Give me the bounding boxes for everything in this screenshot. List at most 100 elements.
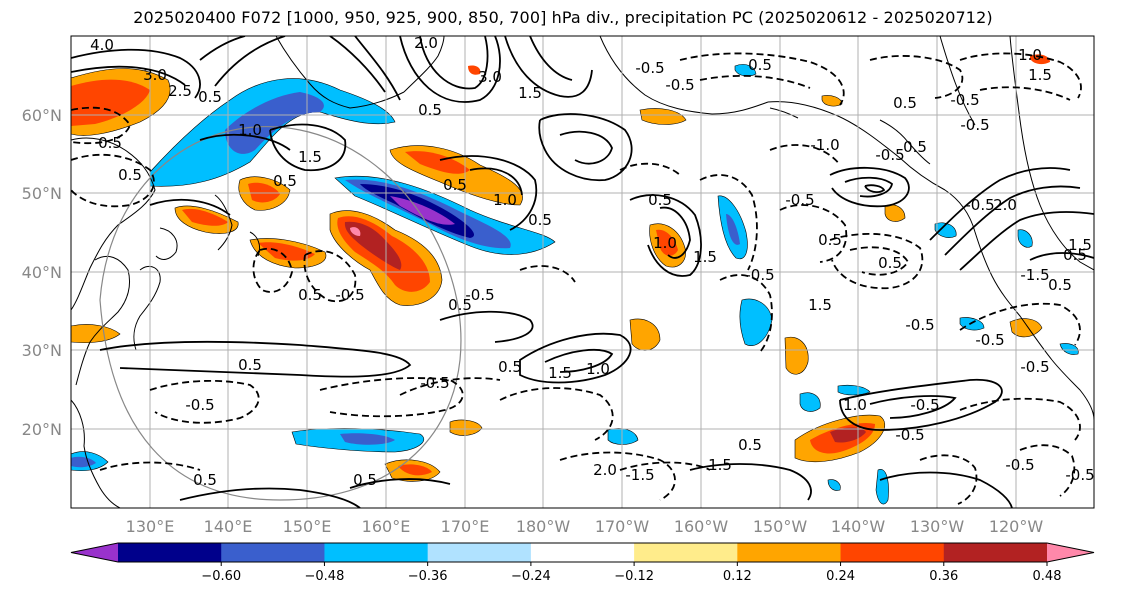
longitude-label: 160°W [674,517,729,536]
contour-label: -1.0 [810,136,839,154]
contour-label: -0.5 [905,316,934,334]
contour-label: 0.5 [893,94,917,112]
colorbar-tick-label: 0.48 [1033,569,1062,584]
svg-text:-0.5: -0.5 [875,146,904,164]
latitude-labels: 60°N 50°N 40°N 30°N 20°N [22,106,62,439]
colorbar-outline [70,542,1095,563]
colorbar-tick-label: −0.48 [305,569,345,584]
longitude-label: 150°E [283,517,332,536]
svg-text:1.5: 1.5 [1028,66,1052,84]
contour-label: -0.5 [960,116,989,134]
contour-label: -0.5 [745,266,774,284]
svg-text:1.0: 1.0 [1018,46,1042,64]
contour-label: -0.5 [965,196,994,214]
svg-text:0.5: 0.5 [448,296,472,314]
colorbar-segment [840,543,945,562]
longitude-label: 180°W [516,517,571,536]
svg-text:-0.5: -0.5 [745,266,774,284]
svg-text:0.5: 0.5 [498,358,522,376]
svg-text:-0.5: -0.5 [965,196,994,214]
contour-label: -0.5 [875,146,904,164]
contour-label: 2.5 [168,82,192,100]
svg-text:0.5: 0.5 [818,231,842,249]
svg-text:0.5: 0.5 [528,211,552,229]
colorbar [70,542,1095,563]
svg-text:-1.5: -1.5 [625,466,654,484]
contour-label: 0.5 [418,101,442,119]
latitude-label: 30°N [22,341,62,360]
svg-text:3.0: 3.0 [143,66,167,84]
contour-label: -0.5 [950,91,979,109]
contour-label: 0.5 [818,231,842,249]
longitude-label: 120°W [989,517,1044,536]
svg-text:0.5: 0.5 [903,138,927,156]
svg-text:-1.5: -1.5 [1020,266,1049,284]
contour-label: -0.5 [465,286,494,304]
colorbar-segment [943,543,1048,562]
contour-label: -0.5 [185,396,214,414]
contour-label: -0.5 [420,374,449,392]
svg-text:2.5: 2.5 [168,82,192,100]
svg-text:1.0: 1.0 [238,121,262,139]
colorbar-tick-labels: −0.60 −0.48 −0.36 −0.24 −0.12 0.12 0.24 0.36 0.4… [201,562,1062,584]
colorbar-tick-label: 0.12 [723,569,752,584]
contour-label: -0.5 [1065,466,1094,484]
svg-text:1.5: 1.5 [693,248,717,266]
svg-text:-0.5: -0.5 [905,316,934,334]
svg-text:0.5: 0.5 [273,172,297,190]
contour-label: 1.0 [586,360,610,378]
svg-text:0.5: 0.5 [648,191,672,209]
contour-label: 0.5 [298,286,322,304]
longitude-label: 160°E [362,517,411,536]
svg-text:1.5: 1.5 [518,84,542,102]
contour-label: 2.0 [593,461,617,479]
colorbar-segment [221,543,325,562]
contour-label: -0.5 [665,76,694,94]
svg-text:0.5: 0.5 [443,176,467,194]
svg-text:-0.5: -0.5 [665,76,694,94]
contour-label: 0.5 [353,471,377,489]
longitude-label: 130°W [910,517,965,536]
contour-label: 1.5 [708,456,732,474]
colorbar-tick-label: 0.24 [826,569,855,584]
divergence-contours [71,36,1094,508]
contour-label: 0.5 [193,471,217,489]
contour-label: 0.5 [738,436,762,454]
contour-label: 1.0 [653,234,677,252]
contour-label: 1.5 [808,296,832,314]
svg-text:-0.5: -0.5 [895,426,924,444]
svg-text:-0.5: -0.5 [335,286,364,304]
svg-text:-0.5: -0.5 [975,331,1004,349]
contour-label: -0.5 [895,426,924,444]
svg-text:2.0: 2.0 [993,196,1017,214]
colorbar-tick-label: −0.12 [614,569,654,584]
contour-labels: 4.03.02.5 0.51.00.52.03.01.50.51.50.50.51… [27,26,1094,489]
contour-label: 0.5 [748,56,772,74]
contour-label: 0.5 [198,88,222,106]
longitude-label: 130°E [126,517,175,536]
svg-text:2.0: 2.0 [414,34,438,52]
svg-text:0.5: 0.5 [98,134,122,152]
svg-text:0.5: 0.5 [298,286,322,304]
contour-label: 0.5 [118,166,142,184]
svg-text:-0.5: -0.5 [1065,466,1094,484]
contour-label: 0.5 [878,254,902,272]
svg-text:1.5: 1.5 [298,148,322,166]
colorbar-segment [634,543,738,562]
svg-text:-0.5: -0.5 [635,59,664,77]
contour-label: 0.5 [238,356,262,374]
contour-label: 3.0 [143,66,167,84]
contour-label: -0.5 [785,191,814,209]
contour-label: 4.0 [90,36,114,54]
svg-text:0.5: 0.5 [1048,276,1072,294]
svg-text:2.0: 2.0 [593,461,617,479]
svg-text:0.5: 0.5 [893,94,917,112]
contour-label: 1.0 [843,396,867,414]
contour-label: 0.5 [443,176,467,194]
svg-text:-0.5: -0.5 [950,91,979,109]
colorbar-tick-label: −0.60 [201,569,241,584]
contour-label: -0.5 [635,59,664,77]
contour-label: 0.5 [27,26,53,44]
contour-label: 1.5 [298,148,322,166]
longitude-label: 150°W [753,517,808,536]
